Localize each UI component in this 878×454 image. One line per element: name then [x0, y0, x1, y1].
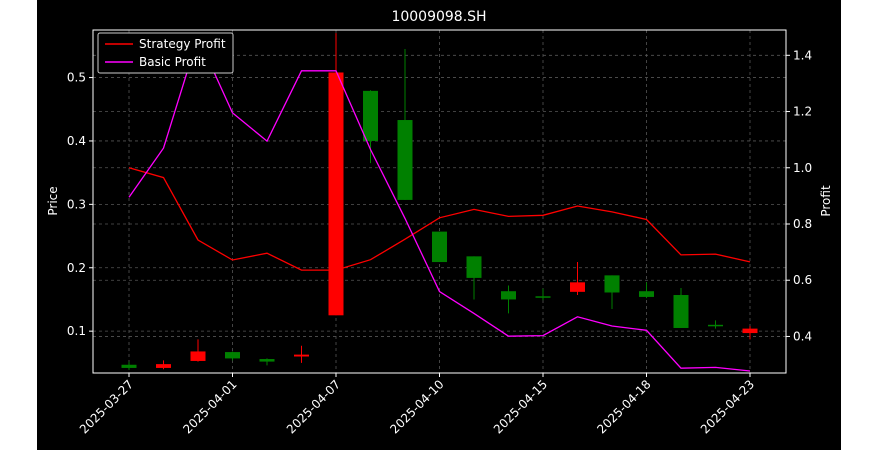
candle-body	[190, 351, 206, 361]
y-tick-label-left: 0.3	[67, 197, 86, 211]
candle-body	[363, 90, 378, 141]
y-tick-label-left: 0.1	[67, 324, 86, 338]
x-tick-label: 2025-04-15	[491, 377, 550, 436]
y-axis-label-right: Profit	[819, 185, 833, 217]
candle-body	[294, 354, 309, 357]
candle-body	[708, 324, 723, 327]
candle-body	[156, 364, 171, 368]
candle-body	[225, 352, 240, 359]
candle-body	[328, 72, 344, 316]
candle-body	[570, 282, 585, 292]
candle-body	[535, 296, 551, 298]
y-tick-label-left: 0.5	[67, 71, 86, 85]
y-axis-label-left: Price	[46, 186, 60, 215]
candle-body	[639, 291, 654, 297]
candle-body	[259, 359, 275, 362]
legend-label-strategy-profit: Strategy Profit	[139, 37, 226, 51]
candle-body	[604, 275, 620, 293]
candle-body	[501, 291, 516, 300]
candlestick-chart: 10009098.SH 0.1 0.2 0.3 0.4 0.5 0.4 0.6 0.8 1.0…	[46, 9, 833, 436]
candle-body	[397, 120, 413, 200]
x-tick-label: 2025-04-23	[698, 377, 757, 436]
y-tick-label-right: 1.2	[793, 105, 812, 119]
y-tick-label-right: 0.8	[793, 217, 812, 231]
candle-body	[742, 328, 758, 334]
legend-box	[97, 32, 234, 74]
y-tick-label-left: 0.4	[67, 134, 86, 148]
strategy-profit-line	[128, 167, 751, 271]
y-tick-label-right: 1.0	[793, 161, 812, 175]
candle-body	[673, 295, 689, 328]
y-tick-label-right: 0.4	[793, 329, 812, 343]
basic-profit-line	[128, 35, 751, 372]
y-tick-label-right: 0.6	[793, 273, 812, 287]
y-tick-label-right: 1.4	[793, 48, 812, 62]
candle-body	[121, 364, 137, 368]
x-tick-label: 2025-04-07	[284, 377, 343, 436]
x-tick-label: 2025-04-01	[180, 377, 239, 436]
chart-frame: 10009098.SH 0.1 0.2 0.3 0.4 0.5 0.4 0.6 0.8 1.0…	[37, 0, 841, 450]
x-tick-label: 2025-03-27	[77, 377, 136, 436]
candle-body	[466, 256, 482, 278]
x-tick-label: 2025-04-18	[594, 377, 653, 436]
legend: Strategy Profit Basic Profit	[97, 32, 234, 74]
x-tick-label: 2025-04-10	[387, 377, 446, 436]
chart-title: 10009098.SH	[391, 9, 486, 25]
candle-body	[432, 231, 447, 263]
y-tick-label-left: 0.2	[67, 261, 86, 275]
legend-label-basic-profit: Basic Profit	[139, 55, 206, 69]
